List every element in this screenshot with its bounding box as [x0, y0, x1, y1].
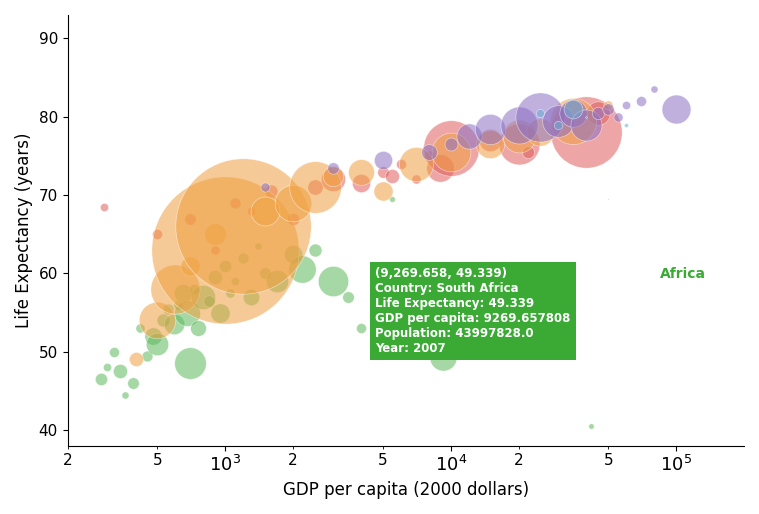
- Point: [228, 277, 241, 285]
- Point: [355, 324, 367, 332]
- Point: [410, 175, 422, 183]
- Point: [287, 214, 299, 223]
- Point: [237, 222, 249, 230]
- Point: [114, 367, 126, 375]
- Point: [437, 353, 449, 361]
- Point: [581, 120, 593, 128]
- Point: [423, 148, 435, 156]
- Point: [141, 352, 153, 360]
- Point: [214, 308, 226, 317]
- Point: [567, 117, 579, 125]
- Point: [581, 128, 593, 137]
- Point: [151, 230, 163, 238]
- Point: [355, 168, 367, 176]
- Point: [376, 168, 389, 176]
- Point: [648, 85, 660, 94]
- Point: [355, 179, 367, 188]
- Point: [581, 113, 593, 121]
- Point: [521, 148, 534, 156]
- Point: [445, 140, 457, 149]
- Point: [162, 304, 175, 313]
- Point: [512, 120, 524, 128]
- Point: [259, 207, 271, 215]
- Point: [484, 124, 496, 133]
- Point: [184, 359, 197, 368]
- Point: [108, 347, 120, 356]
- Point: [326, 171, 339, 179]
- Point: [237, 253, 249, 262]
- Point: [151, 340, 163, 348]
- Point: [95, 375, 107, 383]
- Point: [245, 207, 257, 215]
- Text: Africa: Africa: [660, 267, 705, 281]
- Point: [376, 156, 389, 164]
- Point: [177, 289, 189, 297]
- Point: [635, 97, 647, 105]
- Point: [172, 301, 184, 309]
- Point: [209, 246, 221, 254]
- Point: [101, 363, 113, 372]
- Point: [386, 195, 398, 203]
- Point: [309, 183, 321, 191]
- Point: [219, 262, 231, 270]
- Point: [326, 175, 339, 183]
- Point: [612, 113, 624, 121]
- Point: [228, 199, 241, 207]
- Point: [445, 144, 457, 152]
- Point: [245, 293, 257, 301]
- Point: [147, 332, 159, 340]
- Point: [512, 140, 524, 149]
- Point: [367, 336, 379, 344]
- Point: [553, 117, 565, 125]
- Point: [168, 320, 180, 328]
- Y-axis label: Life Expectancy (years): Life Expectancy (years): [15, 133, 33, 328]
- Point: [342, 293, 354, 301]
- Point: [287, 250, 299, 258]
- Point: [127, 379, 139, 387]
- Point: [259, 269, 271, 278]
- Point: [670, 105, 682, 113]
- Point: [592, 109, 604, 117]
- Point: [484, 136, 496, 144]
- Point: [184, 262, 197, 270]
- Point: [585, 422, 597, 430]
- Point: [219, 246, 231, 254]
- Point: [265, 187, 277, 195]
- Point: [259, 183, 271, 191]
- Point: [309, 246, 321, 254]
- Point: [130, 355, 142, 363]
- Point: [151, 316, 163, 324]
- Point: [553, 120, 565, 128]
- Point: [271, 277, 283, 285]
- Point: [484, 140, 496, 149]
- X-axis label: GDP per capita (2000 dollars): GDP per capita (2000 dollars): [283, 481, 529, 499]
- Point: [197, 293, 209, 301]
- Point: [620, 120, 632, 128]
- Text: (9,269.658, 49.339)
Country: South Africa
Life Expectancy: 49.339
GDP per capita: (9,269.658, 49.339) Country: South Afric…: [376, 267, 571, 355]
- Point: [592, 109, 604, 117]
- Point: [98, 203, 110, 211]
- Point: [326, 277, 339, 285]
- Point: [119, 391, 131, 399]
- Point: [434, 163, 446, 172]
- Point: [134, 324, 146, 332]
- Point: [567, 105, 579, 113]
- Point: [203, 297, 216, 305]
- Point: [169, 285, 181, 293]
- Point: [184, 214, 197, 223]
- Point: [512, 132, 524, 140]
- Point: [157, 316, 169, 324]
- Point: [181, 308, 194, 317]
- Point: [209, 273, 221, 281]
- Point: [209, 230, 221, 238]
- Point: [602, 101, 614, 109]
- Point: [326, 163, 339, 172]
- Point: [188, 285, 200, 293]
- Point: [376, 187, 389, 195]
- Point: [224, 289, 236, 297]
- Point: [287, 199, 299, 207]
- Point: [309, 183, 321, 191]
- Point: [395, 160, 407, 168]
- Point: [423, 152, 435, 160]
- Point: [192, 324, 204, 332]
